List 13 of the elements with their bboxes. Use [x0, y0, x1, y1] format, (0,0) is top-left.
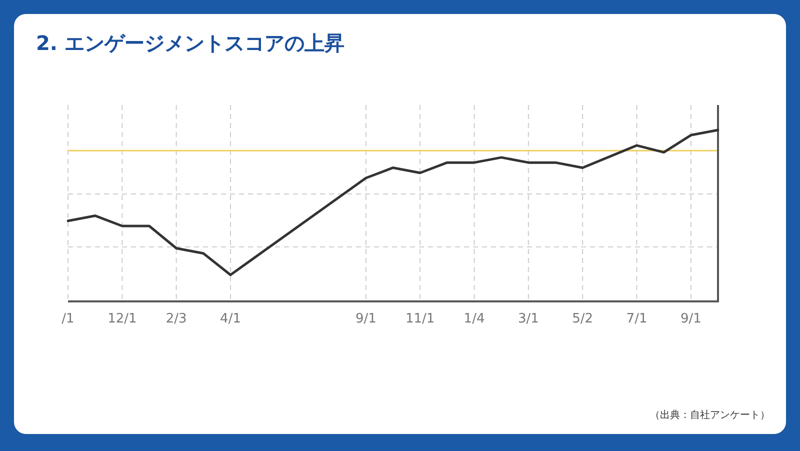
x-tick-label: /1: [62, 312, 74, 327]
x-tick-label: 11/1: [405, 312, 435, 327]
x-tick-label: 3/1: [518, 312, 539, 327]
x-tick-label: 1/4: [464, 312, 485, 327]
x-tick-label: 5/2: [572, 312, 594, 327]
x-tick-label: 12/1: [108, 312, 137, 327]
text: （出典：自社アンケート）: [650, 408, 770, 422]
x-tick-label: 4/1: [220, 312, 241, 327]
x-tick-label: 7/1: [626, 312, 648, 327]
x-tick-label: 9/1: [680, 312, 702, 327]
x-tick-label: 9/1: [355, 312, 376, 327]
x-tick-label: 2/3: [166, 312, 187, 327]
chart-title: 2. エンゲージメントスコアの上昇: [36, 30, 344, 57]
